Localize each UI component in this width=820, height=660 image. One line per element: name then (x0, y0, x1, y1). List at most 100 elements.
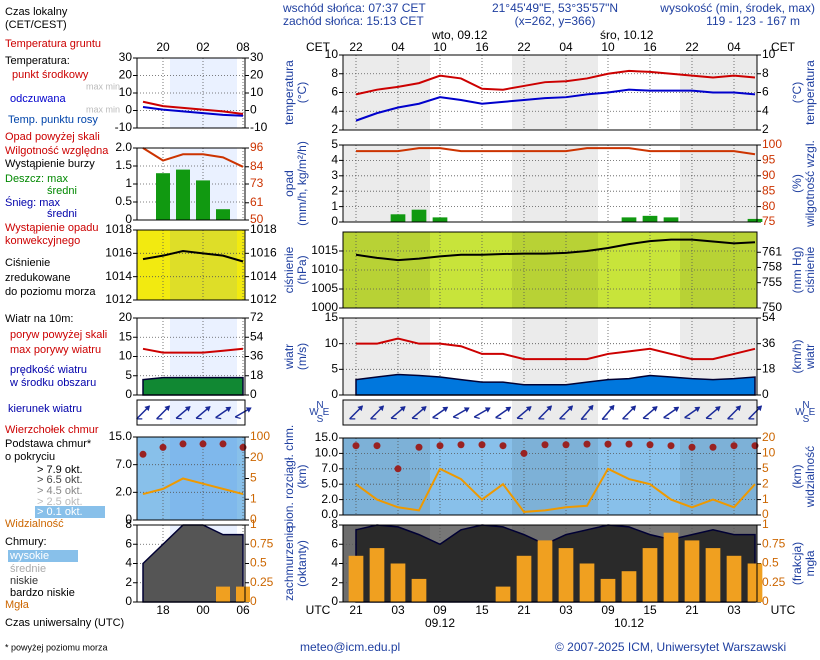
dot (583, 440, 591, 448)
legend-item: Temp. punktu rosy (8, 114, 98, 126)
arrow-feather (432, 417, 439, 420)
legend-item: Wilgotność względna (5, 145, 109, 157)
y2-tick-label: 758 (762, 260, 782, 274)
legend-item: max porywy wiatru (10, 344, 101, 356)
arrow-head (357, 405, 364, 412)
y2-tick-label: 90 (762, 168, 776, 182)
dot (520, 449, 528, 457)
cet-tick-label: 16 (643, 40, 657, 54)
panel-background (343, 400, 757, 425)
panel-border (342, 231, 758, 309)
utc-label: UTC (771, 603, 796, 617)
night-shade (512, 145, 598, 222)
y-axis-title: (hPa) (295, 255, 309, 284)
y-axis-title: (km) (295, 465, 309, 489)
utc-tick-label: 21 (685, 603, 699, 617)
y2-tick-label: 100 (762, 137, 782, 151)
y-tick-label: 15.0 (315, 430, 339, 444)
y2-axis-title: mgła (803, 550, 817, 576)
y2-tick-label: 10 (250, 85, 264, 99)
y-tick-label: 10 (119, 349, 133, 363)
y2-tick-label: 1 (762, 492, 769, 506)
cet-label: CET (771, 40, 796, 54)
utc-tick-label: 21 (517, 603, 531, 617)
y2-tick-label: 0.25 (250, 575, 274, 589)
legend-item: > 2.5 okt. (37, 496, 83, 508)
compass-letter: W (309, 407, 319, 418)
bar (390, 563, 406, 602)
y2-tick-label: 0 (762, 594, 769, 608)
arrow-head (505, 406, 512, 413)
y-axis-title: (oktanty) (295, 540, 309, 587)
dot (541, 441, 549, 449)
dot (415, 443, 423, 451)
night-shade (512, 232, 598, 308)
legend-item: Mgła (5, 599, 30, 611)
cet-tick-label: 04 (727, 40, 741, 54)
dot (730, 442, 738, 450)
legend-item: Wiatr na 10m: (5, 313, 73, 325)
y2-tick-label: 1 (250, 491, 257, 505)
y2-tick-label: 85 (762, 183, 776, 197)
y2-tick-label: 750 (762, 300, 782, 314)
bar (176, 169, 190, 220)
arrow-feather (706, 417, 712, 420)
y-tick-label: -10 (115, 120, 133, 134)
legend-item: średni (47, 208, 77, 220)
y2-tick-label: 0 (762, 387, 769, 401)
wind-arrow (390, 406, 406, 420)
arrow-head (164, 405, 171, 412)
utc-tick-label: 06 (236, 603, 250, 617)
y-tick-label: 1015 (311, 243, 338, 257)
night-shade (343, 400, 430, 425)
y2-tick-label: 96 (250, 140, 264, 154)
y2-tick-label: 5 (762, 461, 769, 475)
y-tick-label: 0 (331, 594, 338, 608)
wind-arrow (663, 406, 680, 420)
panel-border (342, 437, 758, 516)
utc-tick-label: 03 (391, 603, 405, 617)
legend-item: Wierzchołek chmur (5, 424, 99, 436)
arrow-feather (370, 418, 377, 420)
y-tick-label: 7.0 (115, 457, 132, 471)
legend-item: Temperatura: (5, 55, 70, 67)
utc-label: UTC (306, 603, 331, 617)
arrow-head (673, 406, 680, 413)
wind-arrow (195, 406, 211, 420)
panel-border (136, 524, 246, 603)
legend-item: Temperatura gruntu (5, 38, 101, 50)
night-shade (343, 232, 430, 308)
arrow-head (651, 406, 658, 412)
wind-arrow (349, 405, 364, 420)
wind-arrow (705, 406, 721, 420)
y-tick-label: 1016 (105, 246, 132, 260)
panel-background (137, 230, 245, 300)
date-label: śro, 10.12 (600, 28, 654, 42)
line (142, 249, 244, 263)
y-tick-label: 8 (331, 66, 338, 80)
y-tick-label: 1 (125, 176, 132, 190)
dot (159, 443, 167, 451)
cet-tick-label: 04 (391, 40, 405, 54)
legend-item: zredukowane (5, 272, 70, 284)
sunset: zachód słońca: 15:13 CET (283, 14, 424, 28)
y2-tick-label: 54 (250, 329, 264, 343)
y-tick-label: 0 (125, 212, 132, 226)
bar (216, 586, 230, 602)
y-axis-title: ciśnienie (282, 246, 296, 293)
y-tick-label: 0.5 (115, 194, 132, 208)
y-tick-label: 15 (119, 329, 133, 343)
y-axis-title: (°C) (295, 82, 309, 103)
cet-tick-label: 22 (685, 40, 699, 54)
arrow-head (567, 405, 574, 412)
day-shade (170, 230, 237, 300)
dot (436, 442, 444, 450)
email[interactable]: meteo@icm.edu.pl (300, 640, 400, 654)
y2-tick-label: 8 (762, 66, 769, 80)
elevation-title: wysokość (min, środek, max) (659, 1, 815, 15)
y-tick-label: 0 (125, 512, 132, 526)
copyright: © 2007-2025 ICM, Uniwersytet Warszawski (555, 640, 786, 654)
y-axis-title: pion. rozciągł. chm. (282, 425, 296, 528)
y2-tick-label: 1 (250, 517, 257, 531)
panel-border (136, 399, 246, 426)
